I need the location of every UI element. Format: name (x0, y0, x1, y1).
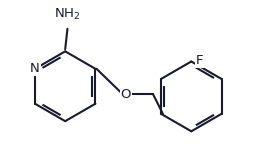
Text: O: O (121, 88, 131, 101)
Text: NH$_2$: NH$_2$ (54, 7, 81, 22)
Text: F: F (196, 54, 203, 67)
Text: N: N (30, 62, 40, 75)
